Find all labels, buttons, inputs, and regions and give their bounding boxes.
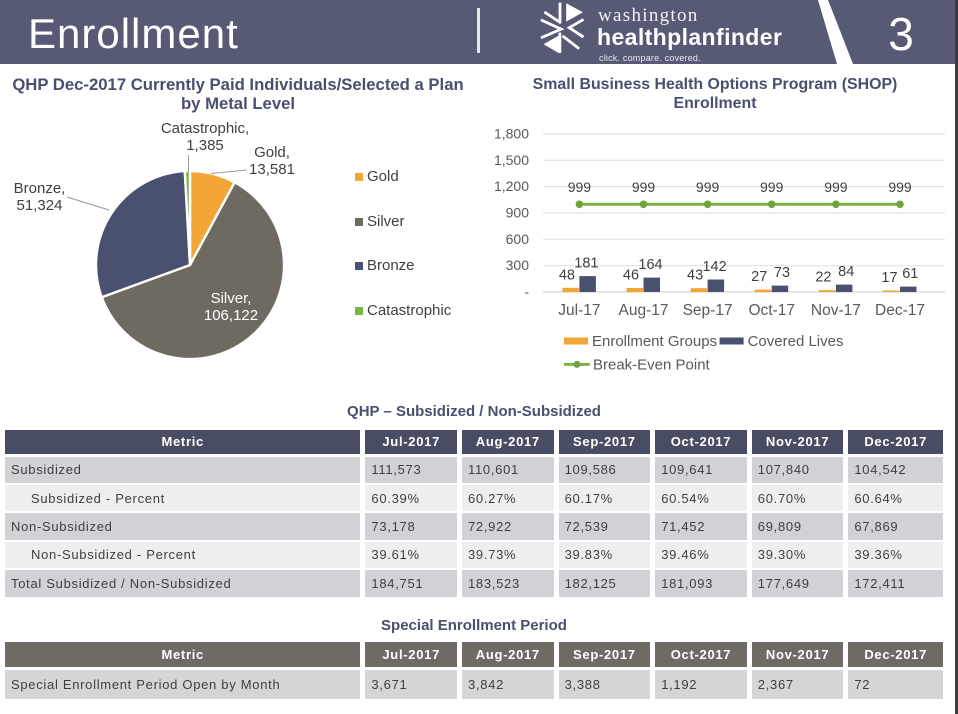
svg-text:300: 300 — [506, 257, 530, 273]
svg-text:Oct-17: Oct-17 — [748, 302, 795, 319]
svg-text:22: 22 — [815, 270, 831, 286]
svg-text:Jul-17: Jul-17 — [558, 302, 600, 319]
svg-text:Covered Lives: Covered Lives — [748, 333, 844, 350]
svg-text:900: 900 — [506, 205, 530, 221]
svg-text:61: 61 — [902, 266, 918, 282]
svg-text:Break-Even Point: Break-Even Point — [593, 356, 711, 373]
svg-text:164: 164 — [638, 257, 662, 273]
svg-text:Dec-17: Dec-17 — [875, 302, 925, 319]
svg-text:73: 73 — [774, 265, 790, 281]
svg-text:999: 999 — [760, 179, 784, 195]
svg-text:Aug-17: Aug-17 — [619, 302, 669, 319]
svg-text:Enrollment Groups: Enrollment Groups — [592, 333, 717, 350]
svg-text:999: 999 — [888, 179, 912, 195]
svg-text:1,200: 1,200 — [494, 178, 529, 194]
svg-text:106,122: 106,122 — [204, 307, 258, 324]
svg-text:17: 17 — [881, 270, 897, 286]
svg-text:999: 999 — [632, 179, 656, 195]
svg-text:1,500: 1,500 — [494, 152, 529, 168]
svg-text:48: 48 — [559, 267, 575, 283]
svg-text:142: 142 — [702, 259, 726, 275]
svg-text:1,800: 1,800 — [494, 126, 529, 142]
svg-text:999: 999 — [568, 179, 592, 195]
svg-text:999: 999 — [696, 179, 720, 195]
svg-text:Silver,: Silver, — [211, 290, 252, 307]
svg-text:Nov-17: Nov-17 — [811, 302, 861, 319]
svg-text:181: 181 — [574, 256, 598, 272]
svg-text:999: 999 — [824, 179, 848, 195]
svg-text:Sep-17: Sep-17 — [683, 302, 733, 319]
svg-text:600: 600 — [506, 231, 530, 247]
svg-text:-: - — [524, 284, 529, 300]
svg-text:84: 84 — [838, 264, 854, 280]
svg-text:46: 46 — [623, 268, 639, 284]
svg-text:43: 43 — [687, 268, 703, 284]
svg-text:27: 27 — [751, 269, 767, 285]
